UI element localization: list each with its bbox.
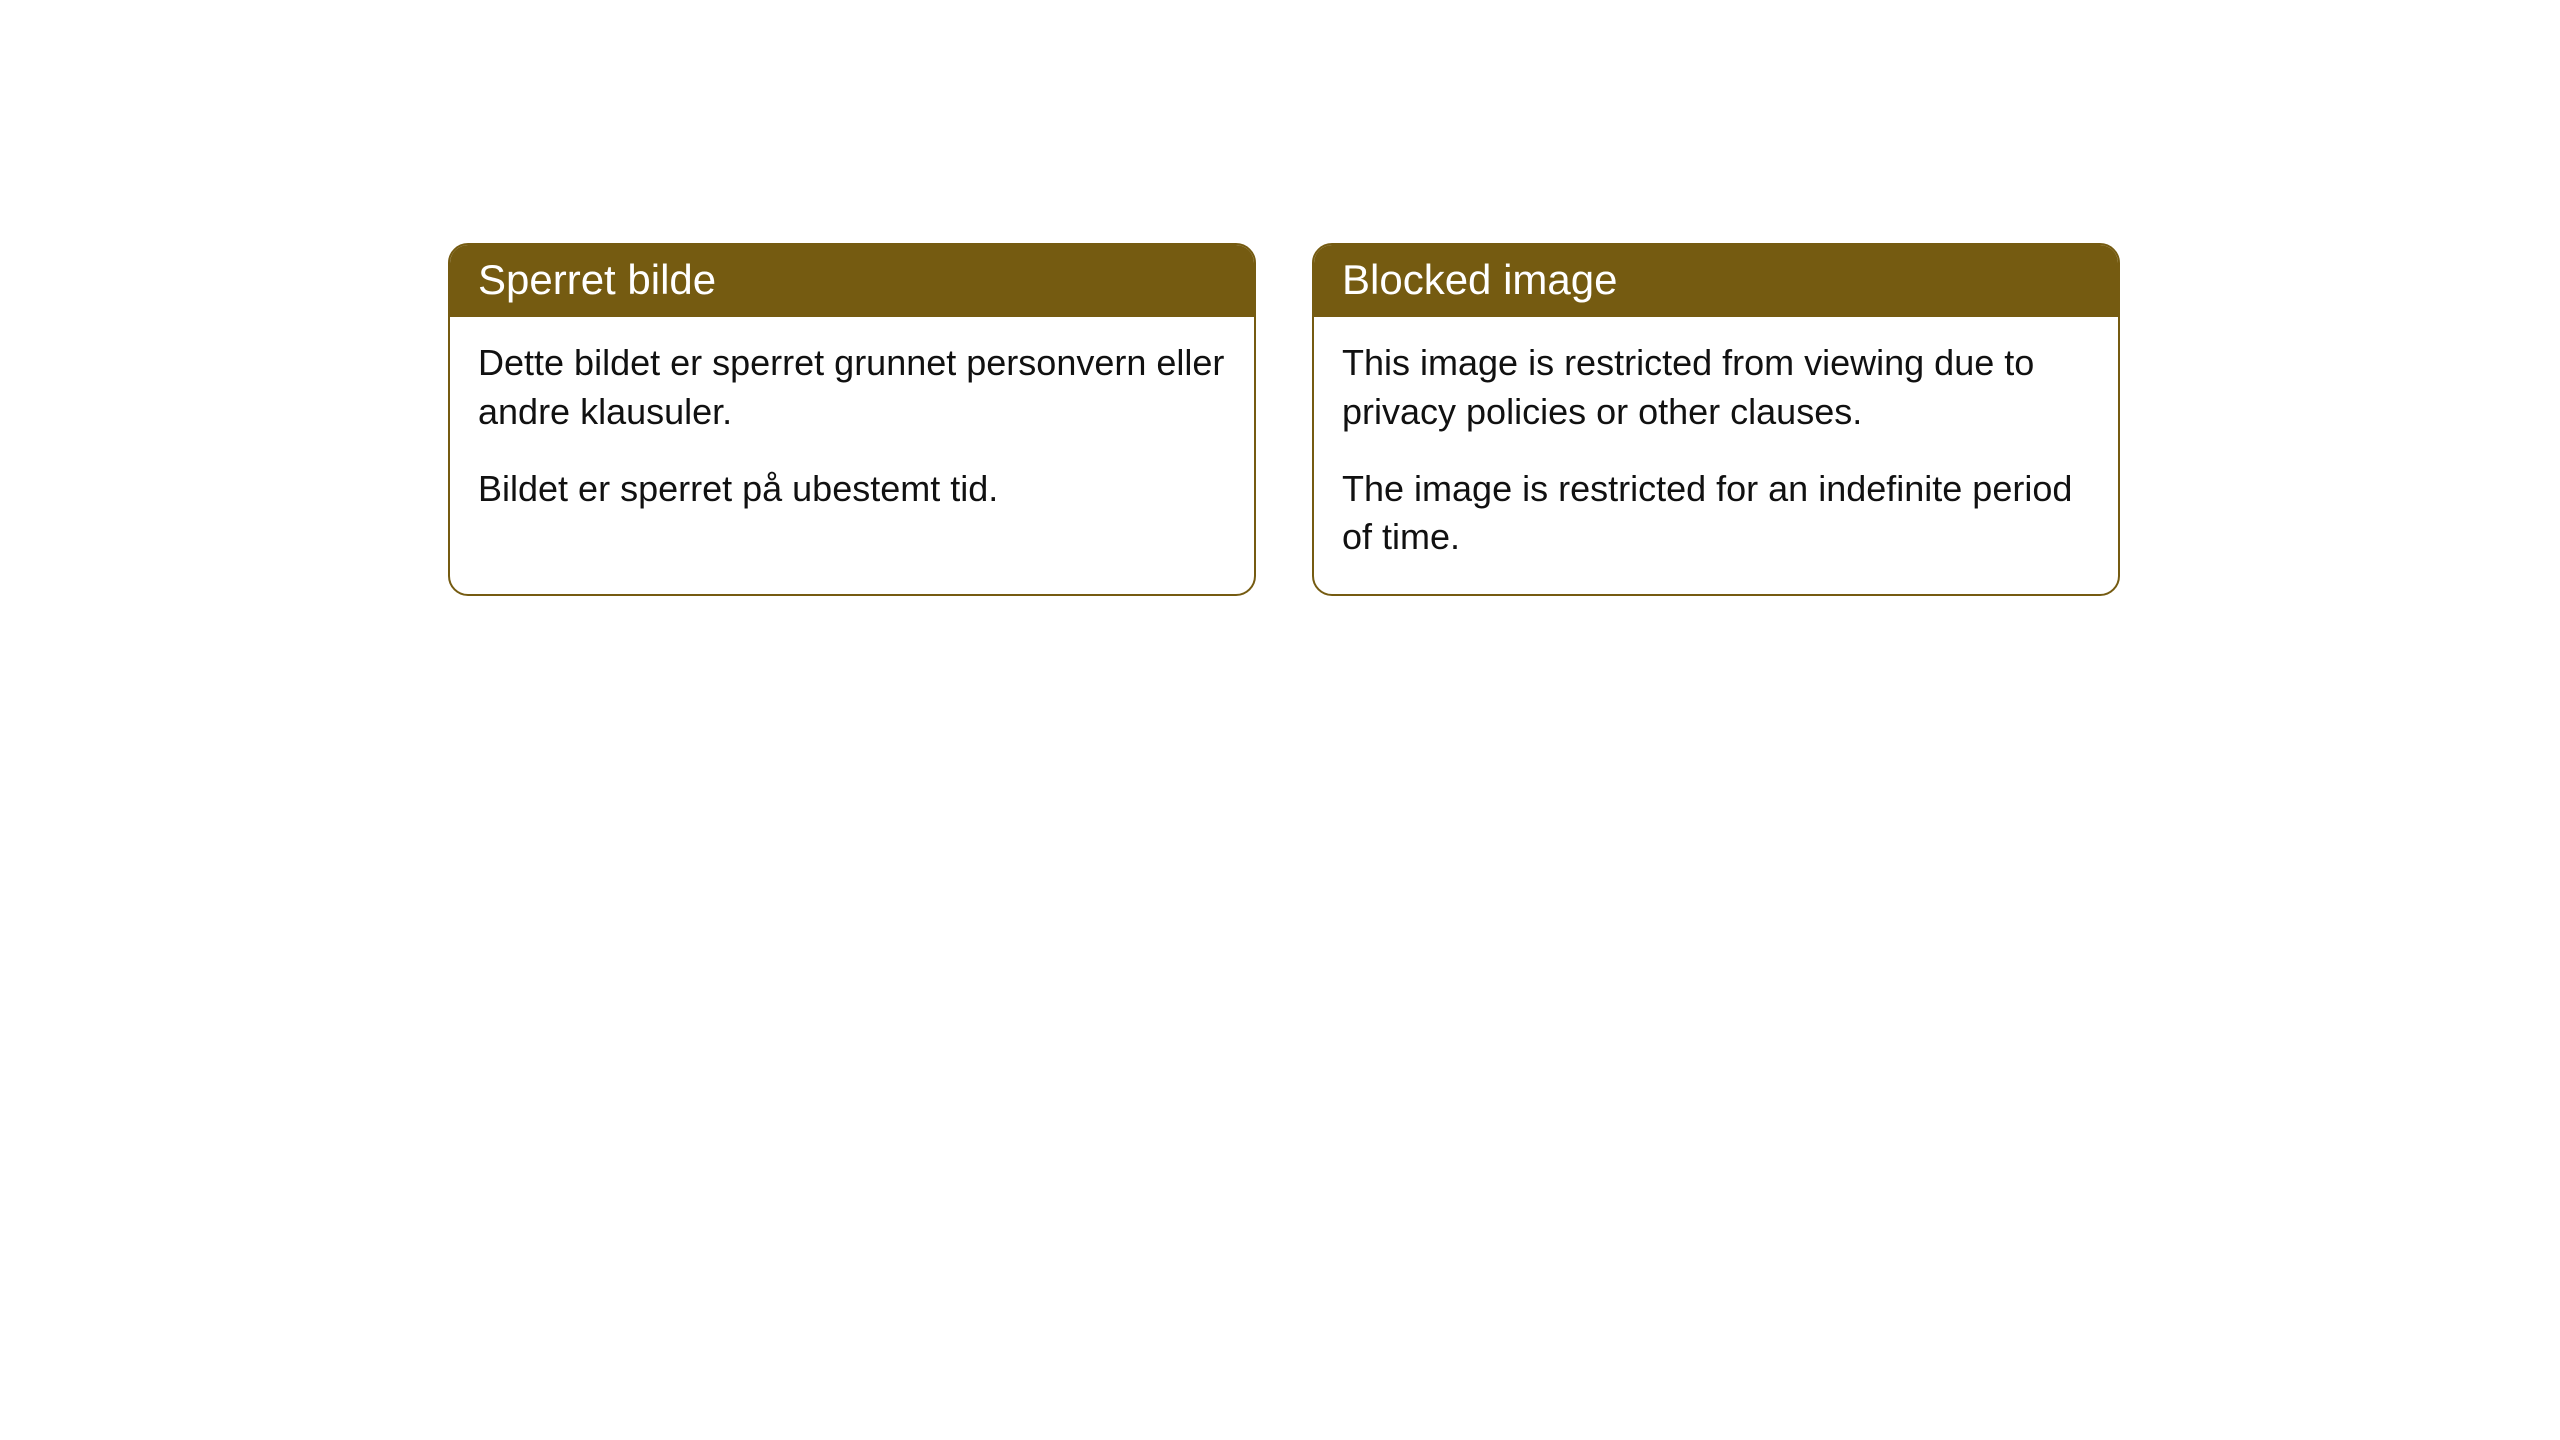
card-body: Dette bildet er sperret grunnet personve…	[450, 317, 1254, 545]
card-header: Sperret bilde	[450, 245, 1254, 317]
card-paragraph: Dette bildet er sperret grunnet personve…	[478, 339, 1226, 436]
card-header: Blocked image	[1314, 245, 2118, 317]
card-body: This image is restricted from viewing du…	[1314, 317, 2118, 593]
card-paragraph: This image is restricted from viewing du…	[1342, 339, 2090, 436]
blocked-image-card-no: Sperret bilde Dette bildet er sperret gr…	[448, 243, 1256, 596]
blocked-image-card-en: Blocked image This image is restricted f…	[1312, 243, 2120, 596]
notice-cards-container: Sperret bilde Dette bildet er sperret gr…	[448, 243, 2120, 596]
card-paragraph: Bildet er sperret på ubestemt tid.	[478, 465, 1226, 514]
card-paragraph: The image is restricted for an indefinit…	[1342, 465, 2090, 562]
